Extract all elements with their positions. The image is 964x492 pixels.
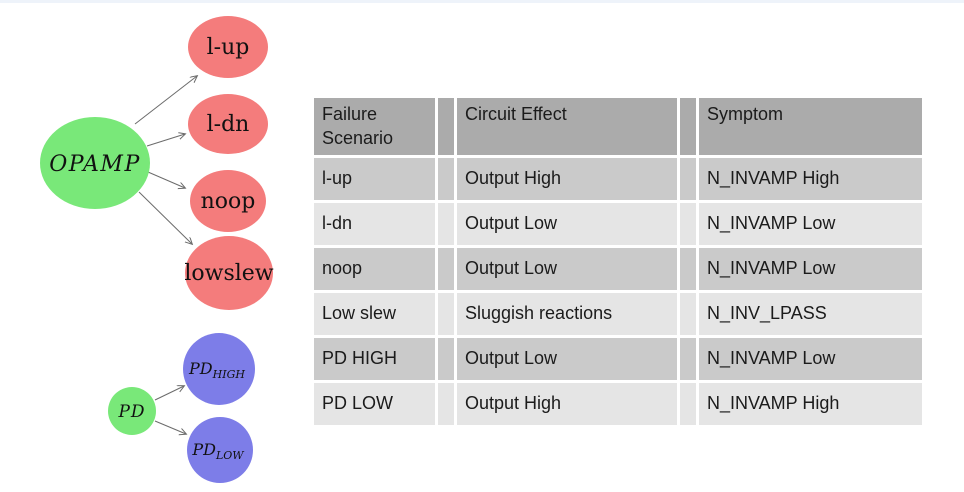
spacer-cell xyxy=(680,382,696,425)
pd-low-circle xyxy=(187,417,253,483)
spacer-cell xyxy=(680,202,696,245)
col-header-circuit-effect: Circuit Effect xyxy=(457,98,677,155)
cell-effect: Output Low xyxy=(457,337,677,380)
header-row: Failure Scenario Circuit Effect Symptom xyxy=(314,98,922,155)
edge-pd-high xyxy=(154,386,184,401)
opamp-ellipse xyxy=(40,117,150,209)
spacer-cell xyxy=(438,157,454,200)
node-opamp: OPAMP xyxy=(40,117,150,209)
cell-failure: l-up xyxy=(314,157,435,200)
pd-high-label: PDHIGH xyxy=(188,359,245,381)
cell-symptom: N_INVAMP Low xyxy=(699,202,922,245)
node-pd-low: PDLOW xyxy=(187,417,253,483)
node-l-dn: l-dn xyxy=(188,94,268,154)
spacer-cell xyxy=(438,202,454,245)
cell-symptom: N_INVAMP Low xyxy=(699,247,922,290)
table-row: l-dn Output Low N_INVAMP Low xyxy=(314,202,922,245)
spacer-cell xyxy=(680,337,696,380)
top-divider xyxy=(0,0,964,3)
table-row: Low slew Sluggish reactions N_INV_LPASS xyxy=(314,292,922,335)
cell-failure: PD HIGH xyxy=(314,337,435,380)
spacer-cell xyxy=(680,292,696,335)
node-pd-high: PDHIGH xyxy=(183,333,255,405)
spacer-cell xyxy=(680,157,696,200)
spacer-cell xyxy=(438,247,454,290)
l-dn-ellipse xyxy=(188,94,268,154)
node-noop: noop xyxy=(190,170,266,232)
spacer-cell xyxy=(438,337,454,380)
cell-symptom: N_INVAMP High xyxy=(699,382,922,425)
pd-label: PD xyxy=(117,402,145,422)
cell-symptom: N_INVAMP High xyxy=(699,157,922,200)
table-row: l-up Output High N_INVAMP High xyxy=(314,157,922,200)
cell-failure: Low slew xyxy=(314,292,435,335)
cell-symptom: N_INV_LPASS xyxy=(699,292,922,335)
col-header-symptom: Symptom xyxy=(699,98,922,155)
header-spacer-cell xyxy=(680,98,696,155)
table-row: PD LOW Output High N_INVAMP High xyxy=(314,382,922,425)
pd-low-label: PDLOW xyxy=(191,440,245,462)
cell-failure: PD LOW xyxy=(314,382,435,425)
noop-label: noop xyxy=(201,189,256,214)
edge-pd-low xyxy=(154,420,186,434)
col-header-failure-scenario: Failure Scenario xyxy=(314,98,435,155)
l-up-ellipse xyxy=(188,16,268,78)
pd-circle xyxy=(108,387,156,435)
spacer-cell xyxy=(438,292,454,335)
cell-failure: l-dn xyxy=(314,202,435,245)
edge-opamp-noop xyxy=(147,171,185,188)
opamp-edges xyxy=(134,76,197,244)
edge-opamp-lowslew xyxy=(138,191,192,244)
node-lowslew: lowslew xyxy=(184,236,274,310)
cell-effect: Output Low xyxy=(457,202,677,245)
spacer-cell xyxy=(680,247,696,290)
cell-effect: Output High xyxy=(457,382,677,425)
cell-effect: Sluggish reactions xyxy=(457,292,677,335)
failure-symptom-table: Failure Scenario Circuit Effect Symptom … xyxy=(311,95,925,428)
pd-edges xyxy=(154,386,186,434)
header-spacer-cell xyxy=(438,98,454,155)
cell-symptom: N_INVAMP Low xyxy=(699,337,922,380)
spacer-cell xyxy=(438,382,454,425)
l-up-label: l-up xyxy=(207,35,250,60)
l-dn-label: l-dn xyxy=(207,112,250,137)
pd-high-circle xyxy=(183,333,255,405)
node-pd: PD xyxy=(108,387,156,435)
table-row: PD HIGH Output Low N_INVAMP Low xyxy=(314,337,922,380)
cell-failure: noop xyxy=(314,247,435,290)
opamp-label: OPAMP xyxy=(49,152,141,177)
cell-effect: Output High xyxy=(457,157,677,200)
node-l-up: l-up xyxy=(188,16,268,78)
cell-effect: Output Low xyxy=(457,247,677,290)
lowslew-ellipse xyxy=(185,236,273,310)
table-row: noop Output Low N_INVAMP Low xyxy=(314,247,922,290)
edge-opamp-lup xyxy=(134,76,197,125)
noop-ellipse xyxy=(190,170,266,232)
lowslew-label: lowslew xyxy=(184,261,273,286)
edge-opamp-ldn xyxy=(146,134,185,147)
